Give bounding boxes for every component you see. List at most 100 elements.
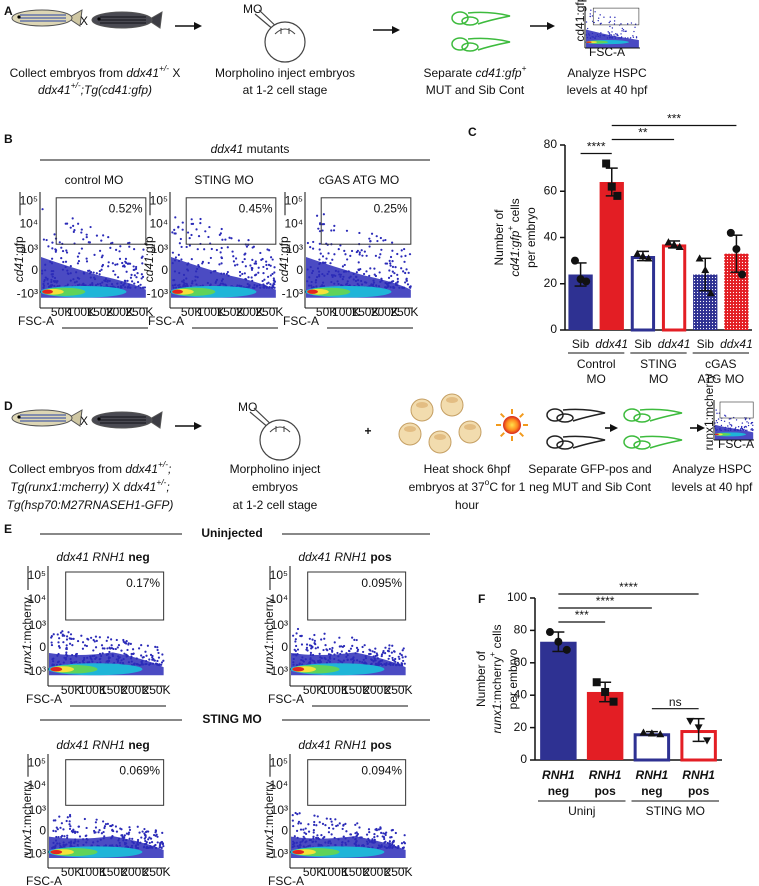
- flow-y-tick: 10⁵: [28, 568, 46, 582]
- fish-eye: [17, 15, 21, 19]
- event-dot: [750, 422, 752, 425]
- flow-x-tick: 50K: [181, 305, 202, 319]
- event-dot: [98, 636, 101, 639]
- event-dot: [402, 270, 405, 273]
- event-dot: [126, 279, 129, 282]
- event-dot: [95, 818, 98, 821]
- text-part: cells: [490, 625, 504, 652]
- event-dot: [55, 826, 58, 829]
- flow-y-tick: 10³: [29, 803, 46, 817]
- y-axis-label: per embryo: [506, 648, 520, 709]
- event-dot: [367, 828, 371, 831]
- event-dot: [307, 830, 311, 833]
- flow-y-label: runx1:mcherry: [262, 597, 276, 674]
- plot-title: ddx41 RNH1 pos: [298, 550, 392, 564]
- event-dot: [294, 811, 297, 815]
- event-dot: [129, 642, 132, 645]
- event-dot: [50, 257, 54, 260]
- event-dot: [304, 832, 308, 835]
- event-dot: [331, 823, 334, 826]
- event-dot: [269, 264, 272, 267]
- event-dot: [403, 662, 406, 665]
- fish-tail: [147, 411, 163, 429]
- event-dot: [101, 265, 104, 268]
- text-part: cd41:gfp: [476, 66, 522, 80]
- event-dot: [363, 644, 366, 647]
- event-dot: [360, 249, 363, 252]
- flow-x-tick: 150K: [342, 865, 370, 879]
- event-dot: [341, 827, 344, 831]
- event-dot: [125, 832, 129, 835]
- event-dot: [408, 253, 412, 256]
- event-dot: [309, 246, 312, 249]
- density-core: [172, 289, 183, 294]
- larva-yolk: [556, 413, 574, 423]
- event-dot: [269, 256, 273, 259]
- step-text: hour: [455, 498, 479, 512]
- text-part: :gfp: [277, 236, 291, 256]
- event-dot: [384, 833, 387, 837]
- event-dot: [632, 36, 635, 38]
- flow-y-tick: 10⁵: [270, 755, 288, 769]
- event-dot: [257, 266, 260, 269]
- event-dot: [207, 235, 210, 239]
- event-dot: [329, 262, 332, 265]
- event-dot: [225, 272, 228, 276]
- flow-x-label: FSC-A: [268, 874, 304, 886]
- event-dot: [358, 253, 361, 256]
- event-dot: [125, 270, 128, 273]
- event-dot: [265, 263, 268, 267]
- event-dot: [310, 644, 313, 647]
- event-dot: [306, 241, 309, 245]
- text-part: ddx41 RNH1: [298, 550, 367, 564]
- flow-x-label: FSC-A: [26, 874, 62, 886]
- event-dot: [381, 835, 384, 838]
- event-dot: [339, 244, 342, 247]
- step-text: MUT and Sib Cont: [426, 83, 525, 97]
- event-dot: [400, 842, 404, 845]
- event-dot: [85, 236, 88, 239]
- bar: [633, 733, 671, 762]
- text-part: :gfp: [508, 230, 522, 250]
- flow-y-tick: 10⁵: [20, 193, 38, 207]
- step-text: Collect embryos from ddx41+/- X: [10, 63, 181, 80]
- bar: [599, 182, 624, 330]
- event-dot: [735, 426, 737, 429]
- panel-header: ddx41 mutants: [211, 142, 290, 156]
- event-dot: [320, 638, 323, 641]
- event-dot: [314, 643, 317, 646]
- event-dot: [621, 30, 623, 32]
- event-dot: [123, 834, 126, 837]
- flow-y-label: runx1:mcherry: [262, 782, 276, 859]
- event-dot: [312, 831, 315, 834]
- event-dot: [323, 632, 326, 635]
- event-dot: [354, 823, 357, 826]
- flow-y-label: cd41:gfp: [142, 236, 156, 282]
- text-part: per embryo: [524, 207, 538, 268]
- text-part: cd41: [508, 251, 522, 277]
- event-dot: [58, 637, 61, 640]
- event-dot: [111, 241, 114, 244]
- text-part: embryos: [252, 480, 298, 494]
- event-dot: [124, 257, 128, 260]
- event-dot: [226, 246, 229, 249]
- event-dot: [60, 257, 63, 260]
- event-dot: [394, 266, 397, 269]
- event-dot: [115, 248, 118, 252]
- event-dot: [633, 30, 635, 33]
- event-dot: [305, 643, 309, 646]
- event-dot: [237, 239, 240, 242]
- flow-x-tick: 250K: [255, 305, 283, 319]
- density-core: [50, 667, 63, 672]
- text-part: embryos at 37: [409, 480, 485, 494]
- event-dot: [94, 821, 97, 824]
- flow-y-tick: 0: [281, 640, 288, 654]
- arrow-head: [392, 26, 400, 34]
- data-point: [738, 270, 747, 279]
- text-part: pos: [367, 550, 392, 564]
- event-dot: [308, 637, 311, 640]
- event-dot: [123, 652, 126, 655]
- event-dot: [331, 646, 334, 650]
- event-dot: [400, 249, 403, 252]
- text-part: Analyze HSPC: [672, 462, 752, 476]
